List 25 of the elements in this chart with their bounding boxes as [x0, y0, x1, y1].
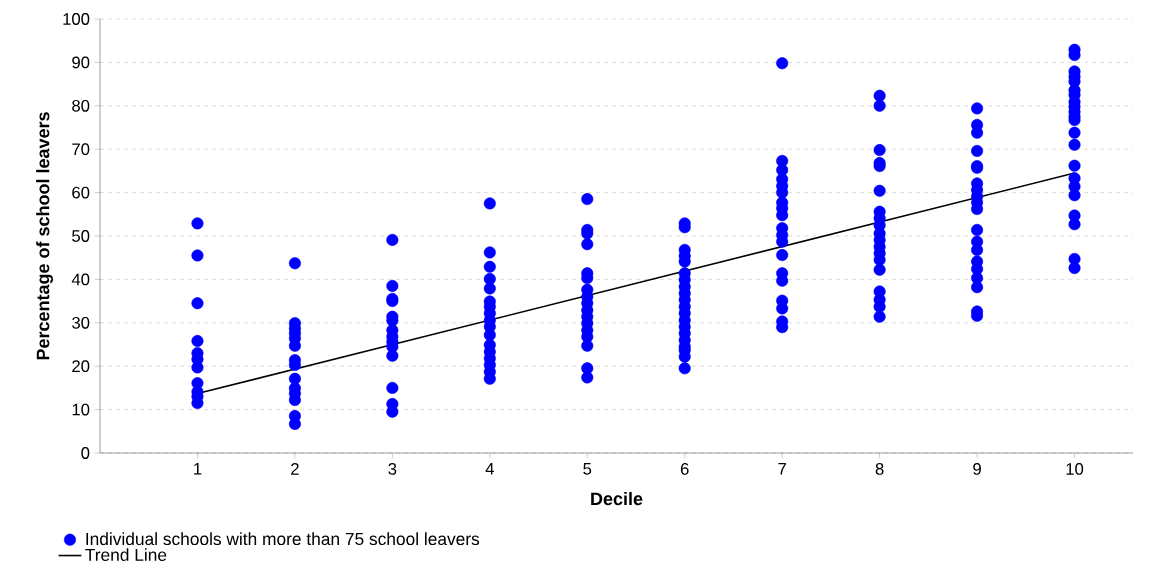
x-tick-label: 2	[291, 463, 299, 475]
legend-label: Individual schools with more than 75 school leavers	[86, 532, 480, 546]
y-tick-label: 0	[81, 447, 90, 459]
x-tick-label: 9	[973, 463, 981, 475]
x-tick-label: 6	[680, 463, 689, 475]
x-tick-label: 1	[194, 463, 202, 475]
x-tick-label: 4	[485, 463, 494, 475]
x-tick-label: 7	[778, 463, 786, 475]
y-axis-title: Percentage of school leavers	[36, 112, 53, 360]
y-tick-label: 100	[63, 13, 90, 25]
legend-label: Trend Line	[85, 548, 167, 561]
y-tick-label: 90	[72, 56, 90, 69]
y-tick-label: 20	[72, 360, 90, 373]
y-tick-label: 10	[72, 403, 90, 416]
y-tick-label: 40	[71, 273, 90, 286]
y-tick-label: 30	[72, 316, 90, 329]
y-tick-label: 70	[72, 143, 90, 156]
x-tick-label: 10	[1066, 463, 1084, 475]
x-tick-label: 8	[875, 463, 884, 475]
x-tick-label: 3	[388, 463, 397, 475]
y-tick-label: 60	[72, 186, 90, 199]
y-tick-label: 80	[72, 99, 90, 112]
x-axis-title: Decile	[591, 491, 643, 506]
x-tick-label: 5	[583, 463, 592, 475]
y-tick-label: 50	[72, 230, 90, 242]
